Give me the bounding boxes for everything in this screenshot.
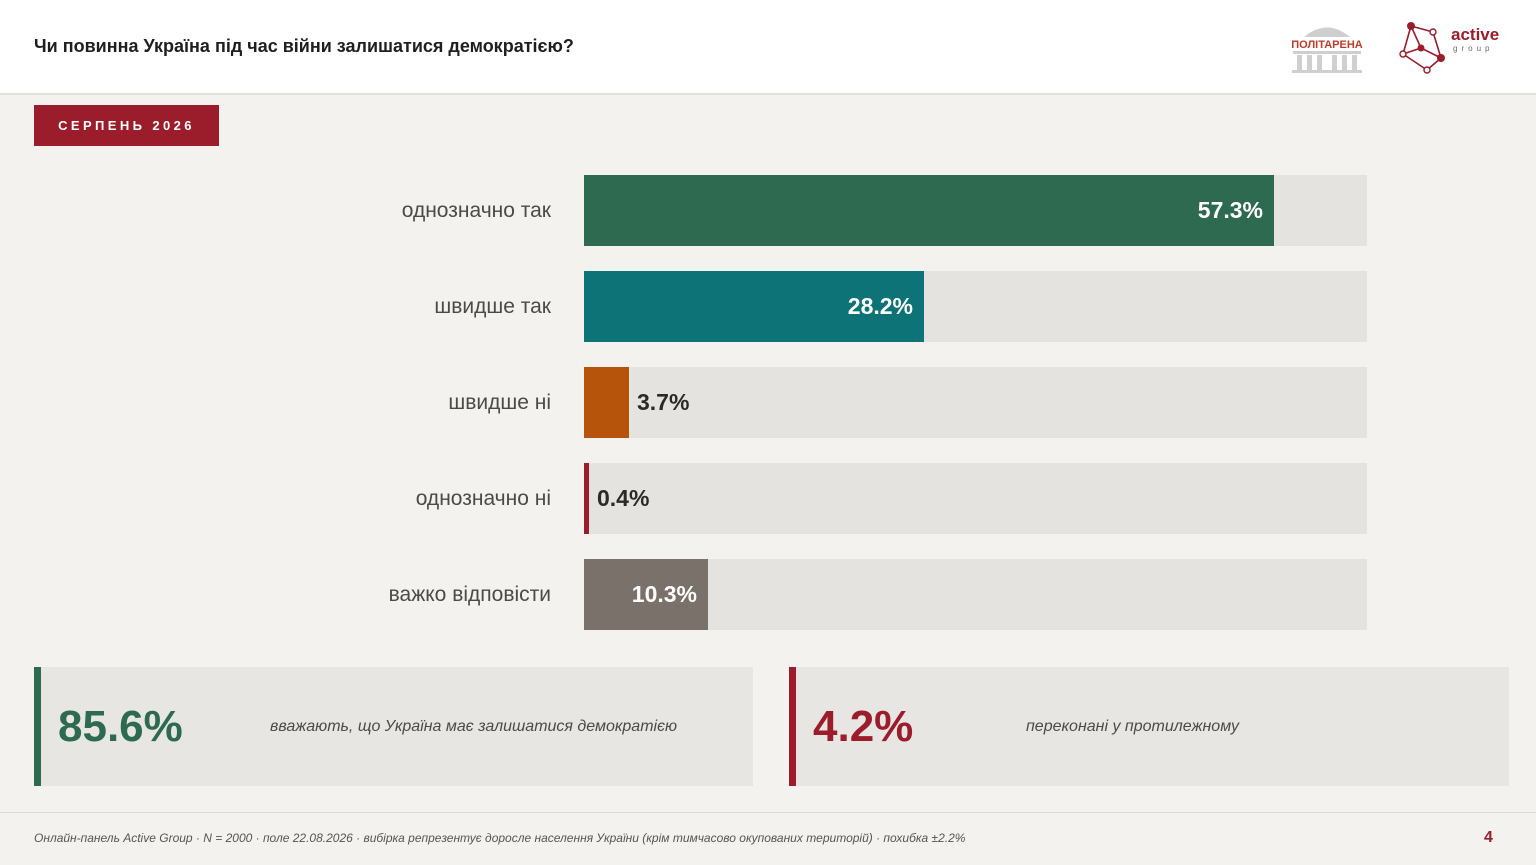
bar-track: 57.3%	[584, 175, 1367, 246]
summary-democracy-text: вважають, що Україна має залишатися демо…	[270, 717, 678, 735]
summary-opposite-card: 4.2% переконані у протилежному	[789, 667, 1509, 786]
bar-value-label: 28.2%	[847, 293, 913, 319]
category-label: швидше ні	[448, 390, 551, 414]
category-label: швидше так	[434, 294, 551, 318]
bar	[584, 175, 1274, 246]
header: Чи повинна Україна під час війни залишат…	[0, 0, 1536, 95]
bar-value-label: 57.3%	[1197, 197, 1263, 223]
date-badge: СЕРПЕНЬ 2026	[34, 105, 219, 146]
summary-democracy-card: 85.6% вважають, що Україна має залишатис…	[34, 667, 753, 786]
chart-row: швидше так 28.2%	[0, 271, 1536, 342]
politarena-logo: ПОЛІТАРЕНА	[1288, 20, 1366, 74]
network-icon	[1399, 22, 1445, 74]
active-logo-word: active	[1451, 25, 1500, 44]
chart-row: швидше ні 3.7%	[0, 367, 1536, 438]
page-number: 4	[1484, 829, 1493, 846]
chart-row: однозначно так 57.3%	[0, 175, 1536, 246]
footer-divider	[0, 812, 1536, 813]
bar-track: 28.2%	[584, 271, 1367, 342]
category-label: однозначно так	[401, 198, 551, 222]
chart-row: важко відповісти 10.3%	[0, 559, 1536, 630]
bar	[584, 559, 708, 630]
category-label: важко відповісти	[388, 582, 551, 606]
footer-note: Онлайн-панель Active Group · N = 2000 · …	[34, 831, 966, 845]
politarena-logo-text: ПОЛІТАРЕНА	[1291, 39, 1363, 51]
summary-democracy-value: 85.6%	[58, 701, 183, 751]
chart-row: однозначно ні 0.4%	[0, 463, 1536, 534]
bar-value-label: 0.4%	[597, 485, 650, 511]
active-group-logo: active group	[1397, 18, 1507, 76]
bar-track: 10.3%	[584, 559, 1367, 630]
bar-chart: однозначно так 57.3% швидше так 28.2% швидше…	[0, 175, 1536, 630]
bar	[584, 463, 589, 534]
bar	[584, 367, 629, 438]
active-logo-sub: group	[1453, 44, 1494, 53]
bar-value-label: 3.7%	[637, 389, 690, 415]
bar-track: 3.7%	[584, 367, 1367, 438]
summary-opposite-value: 4.2%	[813, 701, 914, 751]
bar	[584, 271, 924, 342]
building-icon: ПОЛІТАРЕНА	[1291, 27, 1363, 73]
bar-value-label: 10.3%	[631, 581, 697, 607]
bar-track: 0.4%	[584, 463, 1367, 534]
page-title: Чи повинна Україна під час війни залишат…	[34, 36, 574, 56]
summary-opposite-text: переконані у протилежному	[1026, 717, 1239, 735]
category-label: однозначно ні	[415, 486, 551, 510]
